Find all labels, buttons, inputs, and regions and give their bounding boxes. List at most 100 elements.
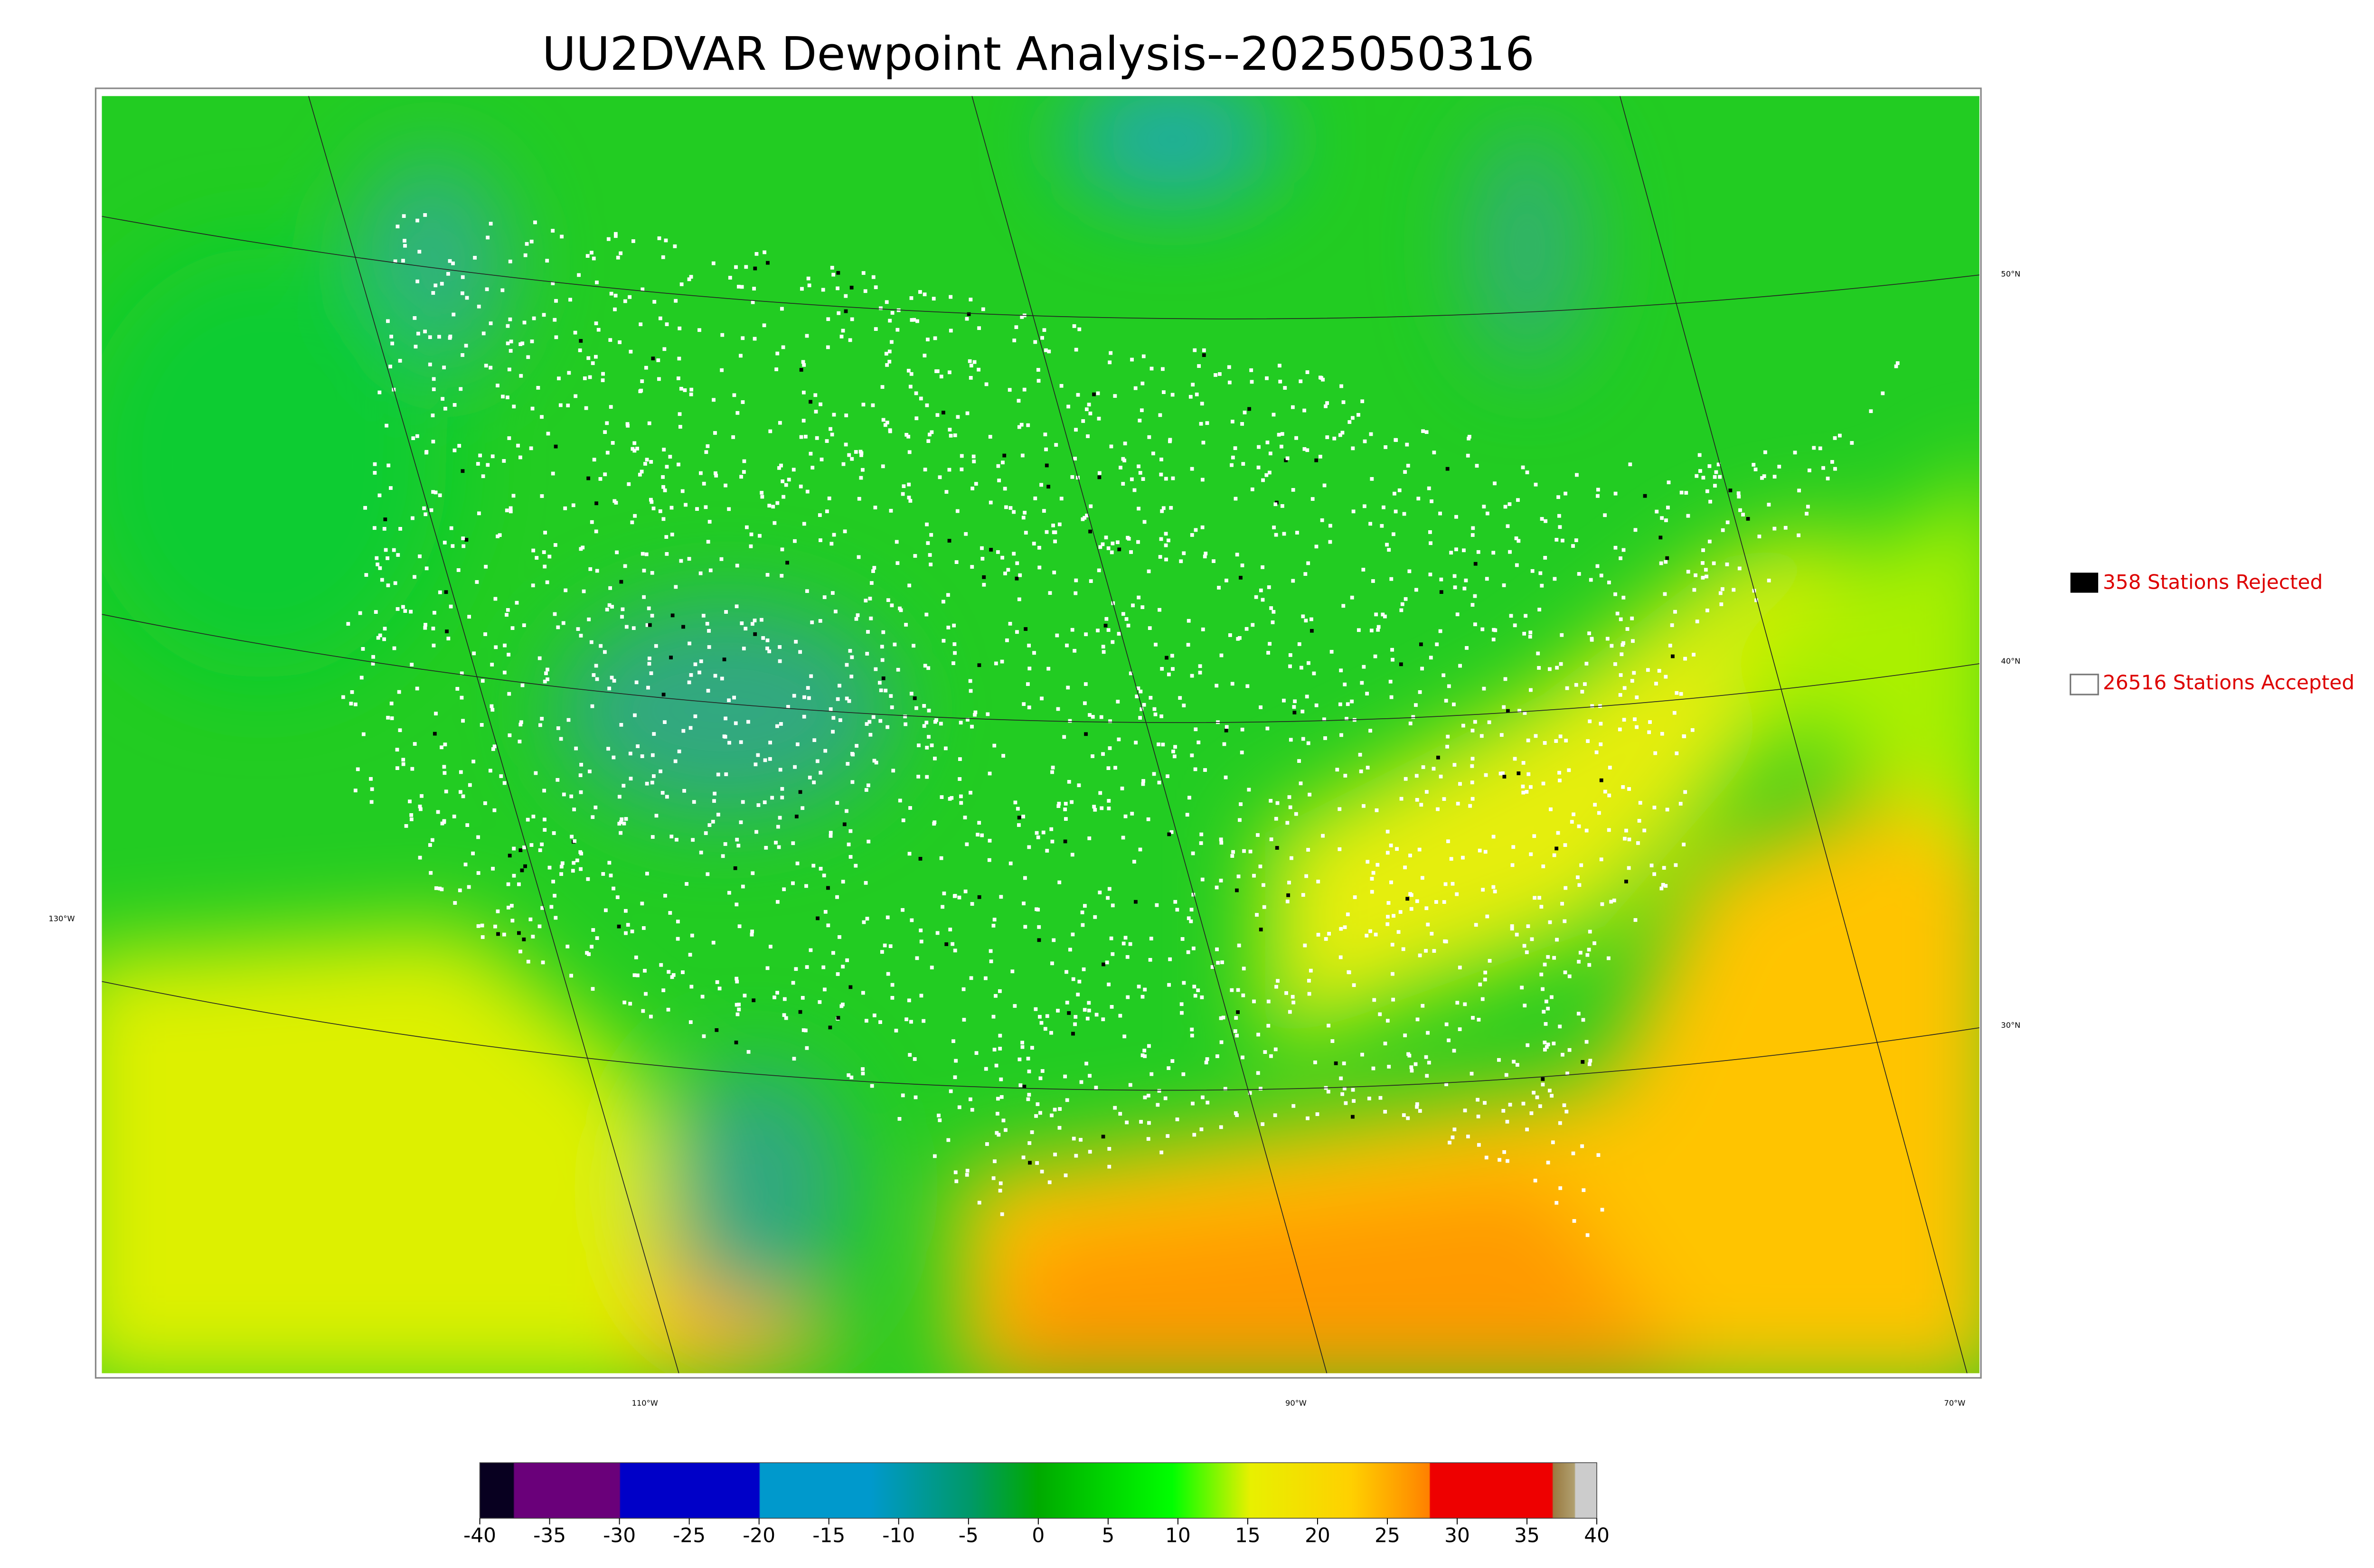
station-dot: [641, 552, 645, 556]
station-dot: [1118, 1112, 1122, 1116]
station-dot: [1339, 1076, 1343, 1080]
station-dot: [1563, 970, 1567, 975]
station-dot: [398, 359, 402, 363]
station-dot: [659, 963, 663, 967]
station-dot: [848, 338, 852, 342]
station-dot: [1175, 1117, 1179, 1121]
station-dot: [890, 705, 894, 709]
station-dot: [800, 287, 804, 291]
station-dot: [894, 1029, 898, 1033]
station-dot: [847, 1073, 851, 1077]
station-dot: [1345, 717, 1348, 721]
station-dot: [1637, 819, 1641, 823]
station-dot: [770, 796, 774, 800]
station-dot: [403, 609, 407, 613]
station-dot: [991, 1176, 996, 1180]
station-dot: [1004, 505, 1008, 509]
station-dot: [991, 924, 996, 928]
station-dot: [938, 1118, 942, 1122]
station-dot: [512, 404, 516, 409]
station-dot: [1526, 738, 1530, 742]
station-dot: [765, 966, 770, 970]
station-dot: [989, 548, 993, 552]
station-dot: [1480, 627, 1485, 631]
station-dot: [1455, 892, 1459, 896]
station-dot: [1455, 612, 1460, 617]
station-dot: [756, 803, 761, 807]
station-dot: [1477, 1143, 1481, 1147]
station-dot: [1101, 1017, 1105, 1022]
station-dot: [1055, 633, 1059, 638]
station-dot: [844, 294, 848, 298]
station-dot: [511, 494, 516, 498]
station-dot: [477, 304, 481, 309]
station-dot: [941, 600, 945, 604]
station-dot: [641, 926, 646, 930]
station-dot: [1378, 1012, 1382, 1016]
station-dot: [1166, 1134, 1170, 1138]
station-dot: [1107, 799, 1111, 803]
station-dot: [609, 873, 613, 878]
station-dot: [1544, 999, 1548, 1004]
colorbar-tick-label: 30: [1444, 1524, 1470, 1547]
station-dot: [1506, 709, 1510, 713]
station-dot: [984, 382, 989, 386]
station-dot: [559, 864, 564, 869]
station-dot: [398, 527, 402, 531]
station-dot: [678, 412, 682, 416]
station-dot: [754, 252, 759, 256]
station-dot: [519, 374, 523, 378]
station-dot: [973, 710, 978, 714]
station-dot: [924, 721, 929, 724]
station-dot: [775, 351, 780, 356]
station-dot: [670, 533, 674, 536]
station-dot: [711, 940, 716, 945]
station-dot: [1513, 757, 1517, 761]
station-dot: [1375, 808, 1379, 812]
station-dot: [578, 773, 583, 777]
station-dot: [601, 872, 605, 876]
station-dot: [1351, 446, 1355, 451]
station-dot: [650, 500, 654, 504]
station-dot: [1201, 627, 1205, 631]
station-dot: [778, 645, 782, 649]
station-dot: [1767, 503, 1771, 507]
station-dot: [1259, 705, 1263, 709]
station-dot: [1015, 561, 1019, 565]
map-field: [102, 96, 1979, 1373]
station-dot: [969, 790, 972, 795]
station-dot: [1797, 533, 1800, 537]
station-dot: [1110, 1005, 1114, 1009]
station-dot: [1551, 1140, 1555, 1145]
station-dot: [509, 339, 513, 344]
station-dot: [1074, 1154, 1078, 1158]
station-dot: [1664, 518, 1668, 522]
station-dot: [1259, 1087, 1262, 1091]
station-dot: [753, 619, 757, 622]
station-dot: [1159, 457, 1163, 461]
station-dot: [1584, 1040, 1589, 1044]
station-dot: [1316, 880, 1320, 883]
station-dot: [702, 1034, 706, 1038]
station-dot: [591, 987, 595, 991]
station-dot: [1038, 1014, 1042, 1019]
station-dot: [401, 605, 405, 609]
station-dot: [390, 341, 395, 346]
station-dot: [1402, 1113, 1406, 1117]
station-dot: [914, 416, 919, 421]
station-dot: [1141, 354, 1146, 358]
station-dot: [1683, 657, 1687, 661]
station-dot: [606, 237, 611, 241]
station-dot: [1170, 393, 1175, 397]
station-dot: [912, 318, 916, 322]
station-dot: [744, 627, 748, 631]
station-dot: [641, 1009, 645, 1013]
station-dot: [1396, 930, 1401, 934]
station-dot: [604, 908, 608, 912]
station-dot: [1556, 831, 1560, 835]
station-dot: [551, 229, 555, 233]
station-dot: [692, 800, 696, 804]
station-dot: [1538, 1104, 1542, 1108]
station-dot: [640, 901, 644, 906]
station-dot: [542, 789, 546, 793]
